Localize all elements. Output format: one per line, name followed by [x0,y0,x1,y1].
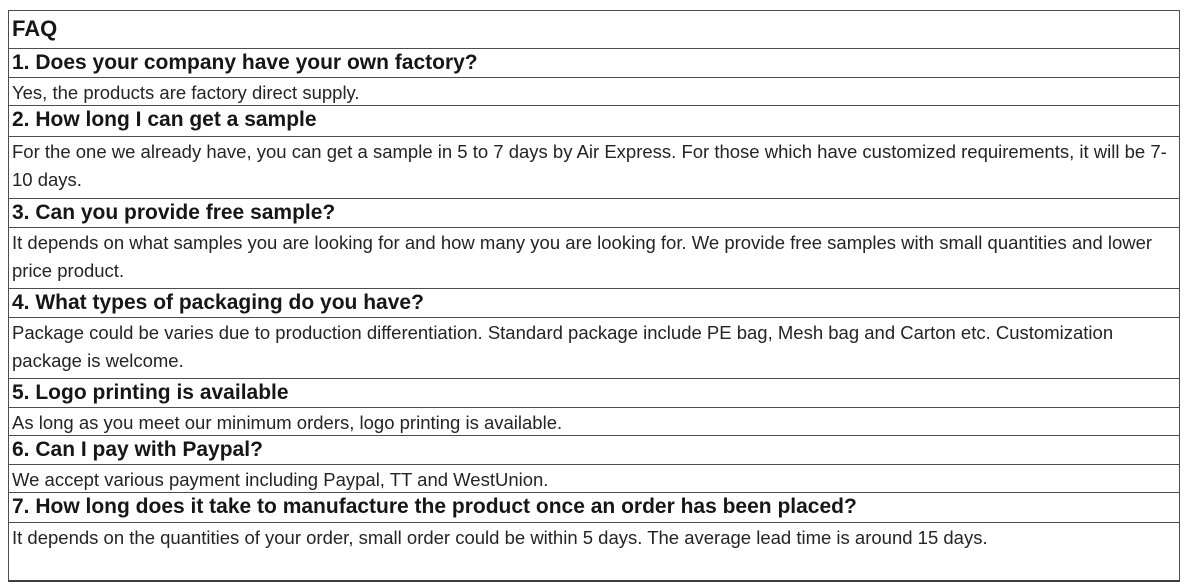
faq-question-5: 5. Logo printing is available [9,378,1179,407]
faq-question-2: 2. How long I can get a sample [9,105,1179,136]
faq-title: FAQ [12,16,58,41]
faq-answer-2: For the one we already have, you can get… [9,136,1179,198]
faq-answer-1: Yes, the products are factory direct sup… [9,77,1179,105]
faq-answer-7: It depends on the quantities of your ord… [9,522,1179,583]
faq-answer-4: Package could be varies due to productio… [9,317,1179,378]
faq-question-6: 6. Can I pay with Paypal? [9,435,1179,464]
faq-table: FAQ 1. Does your company have your own f… [8,10,1180,582]
faq-question-7: 7. How long does it take to manufacture … [9,492,1179,522]
faq-question-3: 3. Can you provide free sample? [9,198,1179,227]
faq-question-1: 1. Does your company have your own facto… [9,48,1179,77]
faq-answer-3: It depends on what samples you are looki… [9,227,1179,288]
faq-answer-6: We accept various payment including Payp… [9,464,1179,492]
faq-question-4: 4. What types of packaging do you have? [9,288,1179,317]
faq-answer-5: As long as you meet our minimum orders, … [9,407,1179,435]
